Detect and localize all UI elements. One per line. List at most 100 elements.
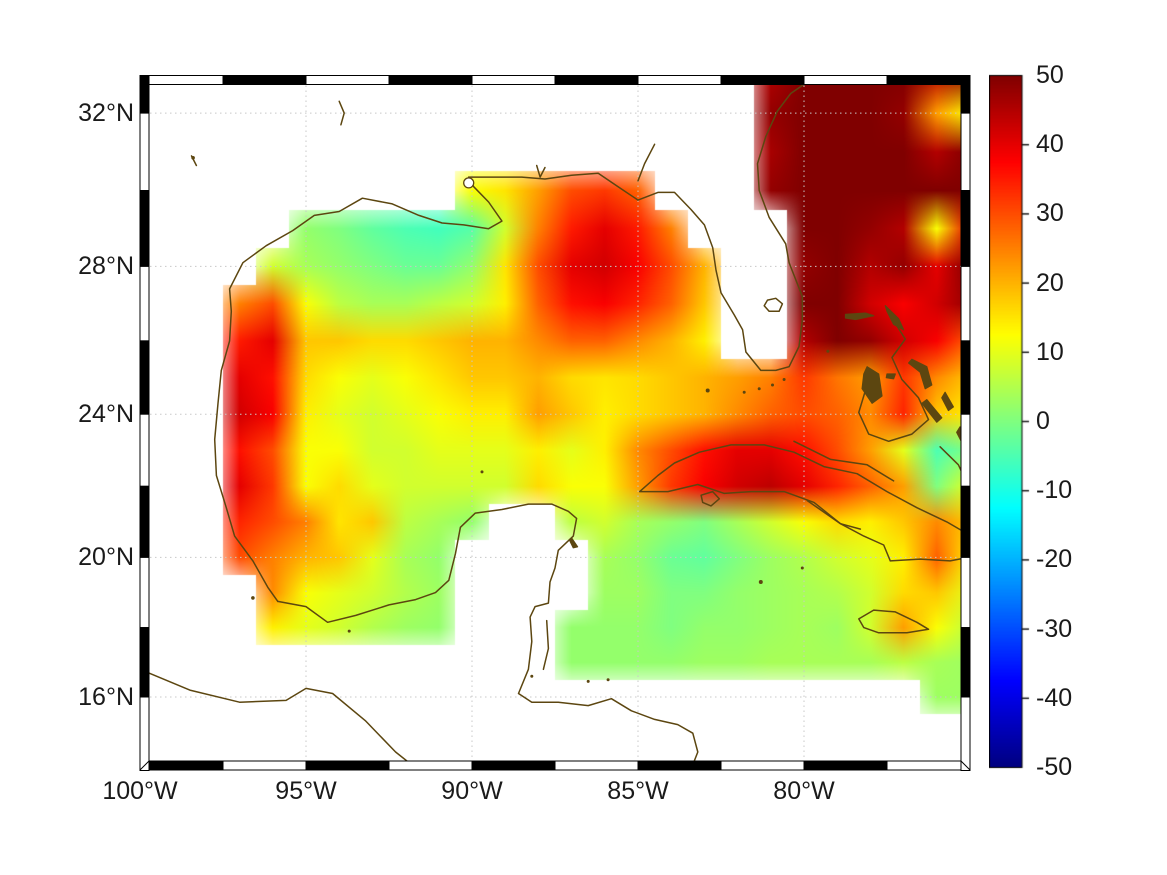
island-filled	[921, 399, 943, 423]
frame-segment	[305, 75, 390, 85]
island-filled	[844, 312, 875, 321]
frame-segment	[471, 760, 556, 771]
frame-segment	[720, 760, 805, 771]
islet-dot	[782, 378, 786, 381]
x-tick-label: 85°W	[607, 777, 669, 805]
frame-segment	[139, 112, 150, 191]
frame-segment	[803, 760, 888, 771]
frame-bevel	[960, 75, 971, 85]
island-outline	[700, 490, 721, 507]
colorbar-tick-label: -30	[1036, 615, 1073, 643]
frame-segment	[139, 265, 150, 342]
islet-dot	[191, 156, 195, 160]
frame-segment	[960, 696, 971, 771]
y-tick-label: 16°N	[78, 683, 134, 711]
frame-segment	[139, 556, 150, 629]
coastline	[637, 143, 656, 182]
frame-segment	[139, 627, 150, 698]
colorbar-tick-label: -50	[1036, 753, 1073, 781]
frame-segment	[139, 75, 224, 85]
frame-bevel	[139, 75, 150, 85]
frame-segment	[305, 760, 390, 771]
frame-segment	[139, 760, 224, 771]
coastline	[858, 319, 930, 443]
island-filled	[941, 391, 954, 412]
frame-segment	[637, 75, 722, 85]
frame-segment	[960, 265, 971, 342]
coastlines-group	[140, 75, 970, 770]
islet-dot	[251, 596, 255, 600]
frame-segment	[960, 112, 971, 191]
island-filled	[884, 305, 905, 331]
frame-segment	[139, 190, 150, 267]
x-tick-label: 90°W	[441, 777, 503, 805]
island-filled	[908, 358, 933, 390]
frame-segment	[960, 556, 971, 629]
frame-segment	[960, 485, 971, 558]
frame-segment	[637, 760, 722, 771]
frame-segment	[471, 75, 556, 85]
coastline	[213, 75, 820, 603]
islet-dot	[606, 678, 610, 682]
y-tick-label: 28°N	[78, 252, 134, 280]
frame-segment	[803, 75, 888, 85]
islet-dot	[826, 349, 830, 353]
colorbar-gradient	[989, 74, 1030, 769]
frame-bevel	[960, 760, 971, 771]
frame-segment	[554, 760, 639, 771]
frame-segment	[139, 696, 150, 771]
x-tick-label: 80°W	[773, 777, 835, 805]
heatmap-layer	[141, 77, 969, 769]
colorbar-tick-label: -40	[1036, 684, 1073, 712]
coastline	[535, 164, 546, 178]
frame-segment	[554, 75, 639, 85]
island-outline	[638, 444, 970, 562]
frame-segment	[222, 75, 307, 85]
y-tick-label: 20°N	[78, 543, 134, 571]
island-filled	[568, 537, 579, 549]
lake-outline	[463, 177, 475, 189]
frame-segment	[139, 340, 150, 415]
coastline	[277, 503, 699, 770]
x-tick-label: 95°W	[275, 777, 337, 805]
frame-segment	[960, 627, 971, 698]
colorbar-tick-label: 50	[1036, 61, 1064, 89]
frame-segment	[222, 760, 307, 771]
frame-bevel	[139, 760, 150, 771]
frame-segment	[139, 485, 150, 558]
coastline	[140, 668, 420, 770]
frame-segment	[960, 340, 971, 415]
frame-segment	[720, 75, 805, 85]
islet-dot	[742, 390, 746, 394]
colorbar-tick-label: 40	[1036, 130, 1064, 158]
island-filled	[885, 373, 896, 380]
islet-dot	[705, 388, 710, 393]
frame-segment	[388, 75, 473, 85]
island-filled	[861, 366, 883, 404]
colorbar-tick-label: 10	[1036, 338, 1064, 366]
coastline	[793, 440, 895, 482]
islet-dot	[758, 580, 763, 584]
frame-segment	[388, 760, 473, 771]
frame-segment	[960, 413, 971, 487]
islet-dot	[757, 387, 761, 391]
frame-segment	[886, 75, 971, 85]
x-tick-label: 100°W	[102, 777, 178, 805]
island-outline	[763, 297, 784, 313]
frame-segment	[960, 75, 971, 114]
islet-dot	[480, 470, 484, 474]
y-tick-label: 32°N	[78, 99, 134, 127]
colorbar-tick-label: 30	[1036, 199, 1064, 227]
frame-segment	[139, 75, 150, 114]
frame-segment	[886, 760, 971, 771]
islet-dot	[586, 679, 590, 683]
islet-dot	[771, 383, 774, 387]
colorbar-tick-label: -10	[1036, 476, 1073, 504]
frame-segment	[960, 190, 971, 267]
islet-dot	[530, 674, 534, 678]
island-outline	[858, 609, 930, 634]
colorbar-tick-label: 20	[1036, 269, 1064, 297]
colorbar-tick-label: 0	[1036, 407, 1050, 435]
